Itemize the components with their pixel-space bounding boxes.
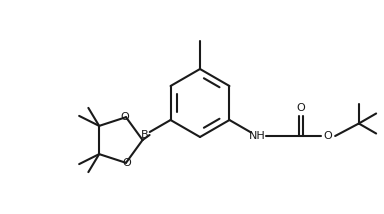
Text: O: O (324, 131, 333, 141)
Text: O: O (122, 158, 131, 168)
Text: O: O (121, 112, 129, 122)
Text: NH: NH (249, 131, 265, 141)
Text: B: B (141, 130, 148, 140)
Text: O: O (297, 103, 306, 113)
